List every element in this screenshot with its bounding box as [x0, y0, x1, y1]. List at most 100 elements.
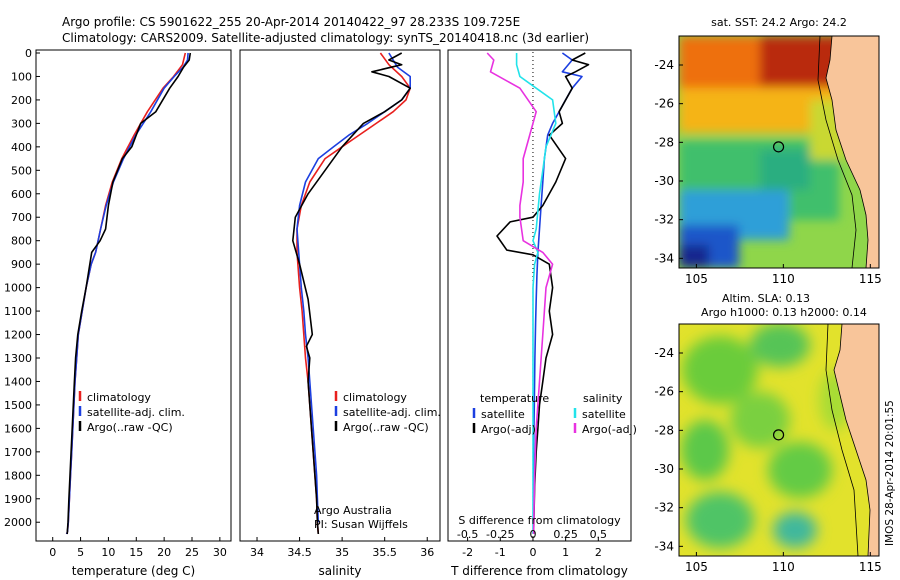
- sst-map-lat-label: -26: [654, 97, 674, 111]
- depth-tick-label: 0: [25, 47, 32, 60]
- secondary-tick-label: -0.25: [486, 528, 514, 541]
- depth-tick-label: 800: [11, 235, 32, 248]
- difference-axes-box: [447, 49, 632, 542]
- depth-tick-label: 400: [11, 141, 32, 154]
- salinity-chart: 34 34.5 35 35.5 36 salinity climatology satelli…: [239, 49, 441, 578]
- depth-tick-label: 1200: [4, 329, 32, 342]
- depth-tick-label: 700: [11, 211, 32, 224]
- annotation: Argo Australia: [314, 504, 392, 517]
- sla-map-lon-label: 105: [685, 560, 708, 574]
- temperature-x-tick-label: 0: [49, 546, 56, 559]
- sst-map-lon-label: 110: [772, 272, 795, 286]
- depth-tick-label: 100: [11, 70, 32, 83]
- depth-tick-label: 200: [11, 94, 32, 107]
- header-line-1: Argo profile: CS 5901622_255 20-Apr-2014…: [62, 15, 520, 29]
- sst-map-axes: 105 110 115 -24 -26 -28 -30 -32 -34: [654, 58, 881, 286]
- sst-map-lat-label: -30: [654, 174, 674, 188]
- sla-map-lat-label: -26: [654, 385, 674, 399]
- sst-map-frame: [678, 35, 880, 269]
- difference-chart: -2 -1 0 1 2 T difference from climatology temp…: [447, 49, 637, 578]
- sst-map-lat-label: -28: [654, 135, 674, 149]
- legend-label: satellite-adj. clim.: [343, 406, 441, 419]
- sst-map-title: sat. SST: 24.2 Argo: 24.2: [711, 16, 847, 29]
- legend-label: satellite-adj. clim.: [87, 406, 185, 419]
- depth-tick-label: 1800: [4, 469, 32, 482]
- sst-map-lat-label: -34: [654, 251, 674, 265]
- temperature-x-tick-label: 20: [157, 546, 171, 559]
- depth-tick-label: 1700: [4, 446, 32, 459]
- depth-tick-label: 1900: [4, 493, 32, 506]
- secondary-axis-label: S difference from climatology: [458, 514, 621, 527]
- depth-tick-label: 600: [11, 188, 32, 201]
- sla-map-frame: [678, 323, 880, 557]
- secondary-tick-label: 0.25: [553, 528, 578, 541]
- depth-tick-label: 1300: [4, 352, 32, 365]
- temperature-x-label: temperature (deg C): [72, 564, 195, 578]
- salinity-axes-box: [239, 49, 441, 542]
- difference-x-label: T difference from climatology: [450, 564, 628, 578]
- legend-label: Argo(..raw -QC): [87, 421, 173, 434]
- difference-series-salinity-argo-adj-: [486, 52, 554, 535]
- secondary-tick-label: 0.5: [590, 528, 608, 541]
- salinity-x-tick-label: 35.5: [372, 546, 397, 559]
- sst-map-lon-label: 115: [859, 272, 882, 286]
- difference-x-tick-label: -2: [462, 546, 473, 559]
- legend-label: satellite: [481, 408, 525, 421]
- legend-header-salinity: salinity: [583, 392, 623, 405]
- sla-map-title: Altim. SLA: 0.13: [722, 292, 810, 305]
- difference-x-tick-label: 0: [529, 546, 536, 559]
- argo-position-marker: [772, 141, 785, 153]
- legend-label: climatology: [87, 391, 151, 404]
- sst-map-lat-label: -32: [654, 213, 674, 227]
- depth-tick-label: 1600: [4, 422, 32, 435]
- temperature-x-tick-label: 10: [101, 546, 115, 559]
- sst-map-lon-label: 105: [685, 272, 708, 286]
- argo-position-marker: [772, 429, 785, 441]
- depth-tick-label: 300: [11, 117, 32, 130]
- header-line-2: Climatology: CARS2009. Satellite-adjuste…: [62, 31, 589, 45]
- legend-label: Argo(-adj): [481, 423, 536, 436]
- temperature-x-tick-label: 5: [77, 546, 84, 559]
- salinity-x-tick-label: 35: [335, 546, 349, 559]
- dynamic-content: 0 5 10 15 20 25 300100200300400500600700800900…: [4, 47, 882, 578]
- sst-map-lat-label: -24: [654, 58, 674, 72]
- sla-map-lat-label: -28: [654, 423, 674, 437]
- temperature-series-argo-raw-qc-: [66, 52, 192, 535]
- salinity-series-argo-raw-qc-: [291, 52, 412, 535]
- difference-series-satellite: [532, 52, 583, 534]
- depth-tick-label: 1500: [4, 399, 32, 412]
- sla-map-lon-label: 110: [772, 560, 795, 574]
- footer-stamp: IMOS 28-Apr-2014 20:01:55: [884, 400, 896, 546]
- depth-tick-label: 1400: [4, 375, 32, 388]
- annotation: PI: Susan Wijffels: [314, 518, 408, 531]
- sla-map-axes: 105 110 115 -24 -26 -28 -30 -32 -34: [654, 346, 881, 574]
- legend-label: climatology: [343, 391, 407, 404]
- depth-tick-label: 1100: [4, 305, 32, 318]
- salinity-x-label: salinity: [318, 564, 361, 578]
- secondary-tick-label: -0.5: [457, 528, 478, 541]
- difference-x-tick-label: 2: [595, 546, 602, 559]
- temperature-x-tick-label: 30: [213, 546, 227, 559]
- depth-tick-label: 2000: [4, 516, 32, 529]
- depth-tick-label: 900: [11, 258, 32, 271]
- temperature-x-tick-label: 15: [129, 546, 143, 559]
- salinity-x-tick-label: 34: [250, 546, 264, 559]
- temperature-x-tick-label: 25: [185, 546, 199, 559]
- legend-label: Argo(..raw -QC): [343, 421, 429, 434]
- legend-label: satellite: [582, 408, 626, 421]
- depth-tick-label: 500: [11, 164, 32, 177]
- sla-map-lon-label: 115: [859, 560, 882, 574]
- legend-header-temperature: temperature: [480, 392, 549, 405]
- difference-x-tick-label: 1: [562, 546, 569, 559]
- sla-map-lat-label: -34: [654, 539, 674, 553]
- sst-map: [679, 36, 879, 268]
- sla-map-lat-label: -32: [654, 501, 674, 515]
- secondary-tick-label: 0: [529, 528, 536, 541]
- difference-x-tick-label: -1: [495, 546, 506, 559]
- difference-series-salinity-satellite: [515, 53, 557, 534]
- sla-map-lat-label: -24: [654, 346, 674, 360]
- depth-tick-label: 1000: [4, 282, 32, 295]
- sla-map-subtitle: Argo h1000: 0.13 h2000: 0.14: [701, 306, 867, 319]
- legend-label: Argo(-adj): [582, 423, 637, 436]
